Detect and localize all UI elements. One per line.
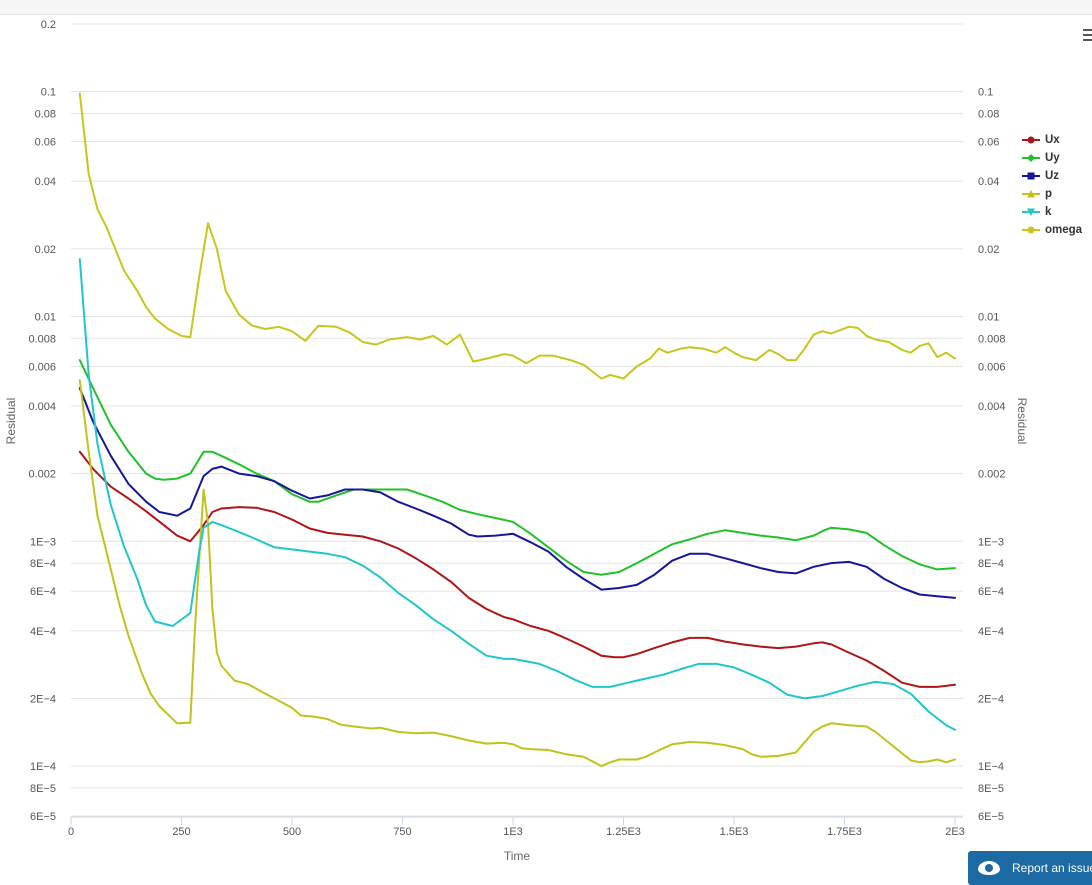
eye-icon — [978, 861, 1000, 875]
chart-legend: Ux Uy Uz p k omega — [1022, 131, 1082, 239]
legend-item-Uy[interactable]: Uy — [1022, 149, 1082, 167]
x-tick-label: 250 — [172, 826, 190, 838]
y-tick-label-left: 1E−3 — [30, 536, 56, 548]
legend-marker-icon — [1022, 172, 1040, 180]
y-tick-label-right: 1E−3 — [978, 536, 1004, 548]
y-tick-label-right: 8E−5 — [978, 783, 1004, 795]
y-tick-label-right: 0.006 — [978, 361, 1006, 373]
x-axis-ticks: 0 250 500 750 1E3 1.25E3 1.5E3 1.75E3 2E3 — [68, 816, 965, 838]
y-tick-label-left: 4E−4 — [30, 626, 56, 638]
y-tick-label-left: 0.06 — [35, 137, 56, 149]
y-tick-label-left: 1E−4 — [30, 761, 56, 773]
y-tick-label-right: 0.004 — [978, 401, 1006, 413]
x-tick-label: 0 — [68, 826, 74, 838]
y-tick-label-right: 0.02 — [978, 244, 999, 256]
y-tick-label-right: 0.04 — [978, 176, 999, 188]
y-tick-label-right: 0.008 — [978, 333, 1006, 345]
y-tick-label-right: 6E−5 — [978, 811, 1004, 823]
y-tick-label-right: 6E−4 — [978, 586, 1004, 598]
y-tick-label-left: 0.002 — [28, 469, 56, 481]
x-tick-label: 1.25E3 — [606, 826, 641, 838]
y-axis-right-ticks: 0.1 0.08 0.06 0.04 0.02 0.01 0.008 0.006 0.004 0.… — [978, 87, 1006, 823]
series-line-omega — [78, 92, 956, 380]
legend-marker-icon — [1022, 208, 1040, 216]
y-axis-left-ticks: 0.2 0.1 0.08 0.06 0.04 0.02 0.01 0.008 0.006 0.00… — [28, 19, 56, 823]
legend-label: k — [1045, 206, 1052, 218]
y-tick-label-left: 0.004 — [28, 401, 56, 413]
y-tick-label-left: 0.2 — [41, 19, 56, 31]
y-tick-label-left: 8E−4 — [30, 558, 56, 570]
series-line-k — [78, 258, 956, 731]
y-tick-label-left: 0.1 — [41, 87, 56, 99]
legend-item-Uz[interactable]: Uz — [1022, 167, 1082, 185]
legend-item-Ux[interactable]: Ux — [1022, 131, 1082, 149]
legend-marker-icon — [1022, 190, 1040, 198]
y-tick-label-right: 0.01 — [978, 311, 999, 323]
x-tick-label: 500 — [283, 826, 301, 838]
y-tick-label-right: 2E−4 — [978, 693, 1004, 705]
report-issue-label: Report an issue — [1012, 861, 1092, 875]
legend-item-p[interactable]: p — [1022, 185, 1082, 203]
y-tick-label-left: 6E−4 — [30, 586, 56, 598]
series-line-Uz — [78, 387, 956, 599]
legend-label: Ux — [1045, 134, 1060, 146]
top-toolbar-strip — [0, 0, 1092, 15]
series-lines — [78, 92, 956, 768]
y-tick-label-left: 0.008 — [28, 333, 56, 345]
legend-item-omega[interactable]: omega — [1022, 221, 1082, 239]
legend-label: Uy — [1045, 152, 1060, 164]
y-tick-label-right: 0.002 — [978, 469, 1006, 481]
x-tick-label: 2E3 — [945, 826, 965, 838]
y-tick-label-right: 0.06 — [978, 137, 999, 149]
y-tick-label-right: 1E−4 — [978, 761, 1004, 773]
y-tick-label-left: 0.02 — [35, 244, 56, 256]
chart-grid — [71, 23, 963, 817]
y-tick-label-left: 2E−4 — [30, 693, 56, 705]
y-tick-label-left: 6E−5 — [30, 811, 56, 823]
y-tick-label-left: 8E−5 — [30, 783, 56, 795]
y-tick-label-right: 8E−4 — [978, 558, 1004, 570]
y-axis-right-label: Residual — [1015, 398, 1029, 445]
y-tick-label-left: 0.04 — [35, 176, 56, 188]
legend-label: p — [1045, 188, 1053, 200]
y-tick-label-right: 0.08 — [978, 108, 999, 120]
series-line-Ux — [78, 450, 956, 688]
x-tick-label: 1.75E3 — [827, 826, 862, 838]
x-axis-label: Time — [504, 849, 531, 863]
x-tick-label: 1.5E3 — [720, 826, 749, 838]
y-tick-label-left: 0.006 — [28, 361, 56, 373]
legend-marker-icon — [1022, 154, 1040, 162]
x-tick-label: 750 — [393, 826, 411, 838]
report-issue-button[interactable]: Report an issue — [968, 851, 1092, 885]
series-line-Uy — [78, 359, 956, 576]
y-tick-label-right: 4E−4 — [978, 626, 1004, 638]
y-tick-label-left: 0.01 — [35, 311, 56, 323]
legend-label: omega — [1045, 224, 1083, 236]
series-line-p — [78, 379, 956, 768]
x-tick-label: 1E3 — [503, 826, 523, 838]
legend-marker-icon — [1022, 226, 1040, 234]
y-axis-left-label: Residual — [4, 398, 18, 445]
legend-item-k[interactable]: k — [1022, 203, 1082, 221]
y-tick-label-right: 0.1 — [978, 87, 993, 99]
legend-marker-icon — [1022, 136, 1040, 144]
y-tick-label-left: 0.08 — [35, 108, 56, 120]
hamburger-menu-icon[interactable] — [1083, 29, 1092, 43]
legend-label: Uz — [1045, 170, 1060, 182]
